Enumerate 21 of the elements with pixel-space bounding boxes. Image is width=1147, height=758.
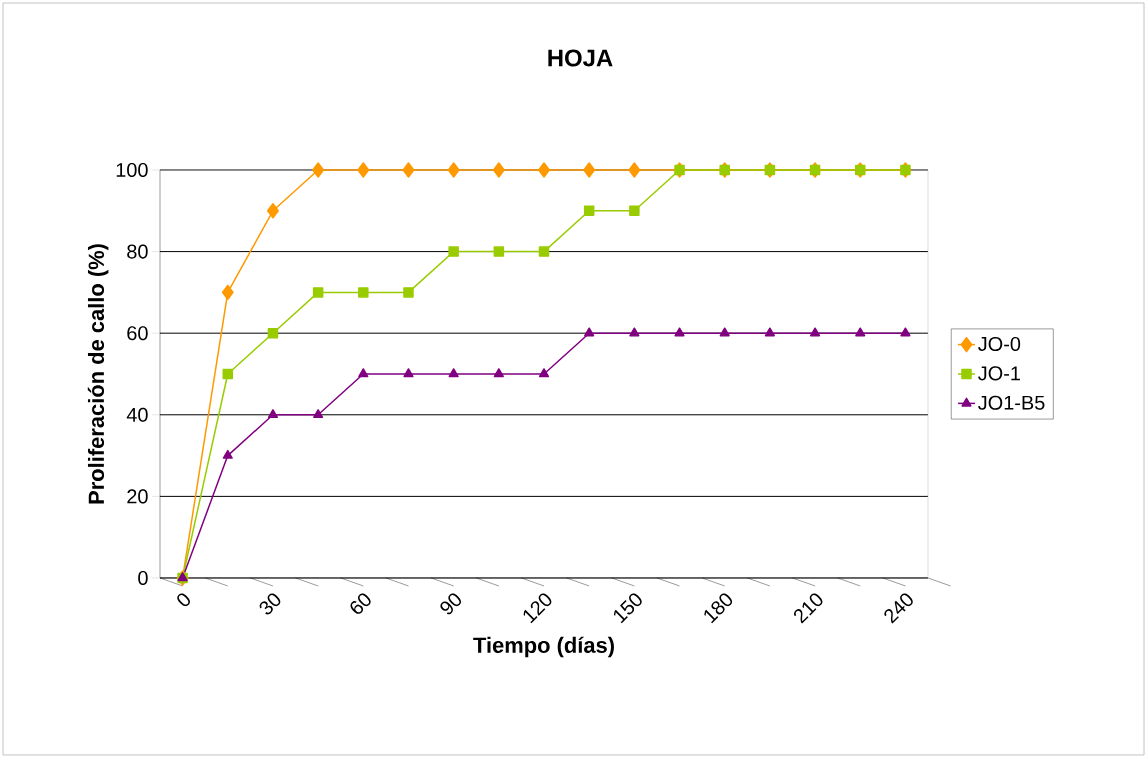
x-tick-label: 180 bbox=[704, 593, 733, 624]
x-tick-label: 90 bbox=[440, 593, 462, 615]
x-tick-label: 0 bbox=[177, 593, 190, 607]
x-tick-label: 120 bbox=[523, 593, 552, 624]
y-tick-label: 40 bbox=[126, 407, 148, 422]
legend-label: JO1-B5 bbox=[978, 395, 1045, 410]
y-tick-label: 60 bbox=[127, 326, 148, 341]
chart-title: HOJA bbox=[548, 49, 613, 67]
x-tick-label: 210 bbox=[793, 593, 823, 624]
y-tick-label: 100 bbox=[116, 162, 148, 178]
y-axis-title: Proliferación de callo (%) bbox=[87, 244, 109, 504]
y-tick-label: 0 bbox=[138, 570, 148, 586]
x-tick-label: 60 bbox=[350, 593, 371, 614]
legend-label: JO-0 bbox=[978, 336, 1021, 351]
x-tick-label: 150 bbox=[613, 593, 642, 624]
legend-label: JO-1 bbox=[978, 366, 1020, 381]
y-tick-label: 80 bbox=[127, 244, 148, 259]
y-tick-label: 20 bbox=[127, 489, 148, 504]
x-tick-label: 30 bbox=[259, 593, 281, 615]
x-tick-label: 240 bbox=[884, 593, 913, 624]
x-axis-title: Tiempo (días) bbox=[473, 636, 614, 658]
